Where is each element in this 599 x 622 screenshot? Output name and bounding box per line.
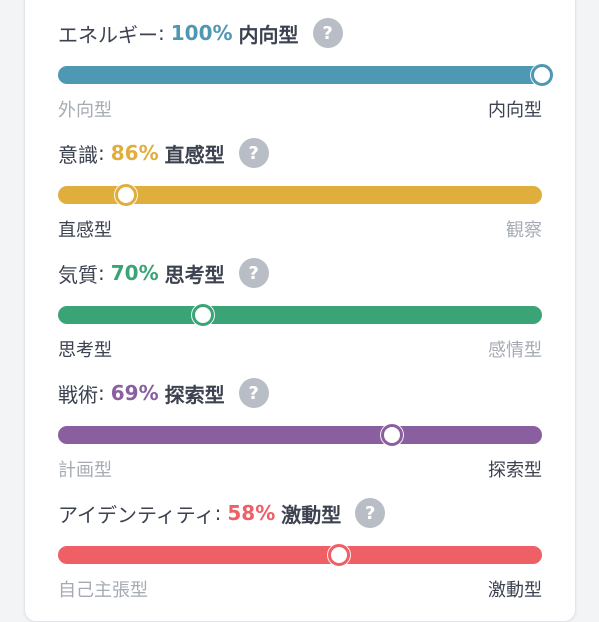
trait-bar bbox=[58, 186, 542, 204]
trait-bar bbox=[58, 546, 542, 564]
trait-slider-knob[interactable] bbox=[531, 64, 553, 86]
trait-label: アイデンティティ bbox=[58, 502, 215, 527]
trait-title: アイデンティティ : 58% 激動型 ? bbox=[58, 498, 386, 528]
trait-title: 戦術 : 69% 探索型 ? bbox=[58, 378, 269, 408]
trait-percent: 100% bbox=[170, 21, 233, 45]
trait-percent: 86% bbox=[110, 141, 159, 165]
trait-title: 意識 : 86% 直感型 ? bbox=[58, 138, 269, 168]
help-icon[interactable]: ? bbox=[312, 18, 343, 48]
right-pole-label: 激動型 bbox=[488, 580, 542, 601]
right-pole-label: 感情型 bbox=[488, 340, 542, 361]
help-icon[interactable]: ? bbox=[238, 258, 269, 288]
help-icon[interactable]: ? bbox=[238, 138, 269, 168]
trait-bar bbox=[58, 306, 542, 324]
help-icon[interactable]: ? bbox=[355, 498, 386, 528]
right-pole-label: 観察 bbox=[506, 220, 542, 241]
trait-colon: : bbox=[158, 21, 165, 45]
trait-slider-knob[interactable] bbox=[380, 424, 403, 446]
trait-type: 思考型 bbox=[164, 262, 225, 287]
trait-nature: 気質 : 70% 思考型 ? 思考型 感情型 bbox=[58, 258, 542, 368]
trait-slider-knob[interactable] bbox=[192, 304, 215, 326]
trait-title: エネルギー : 100% 内向型 ? bbox=[58, 18, 343, 48]
right-pole-label: 内向型 bbox=[488, 100, 542, 121]
left-pole-label: 自己主張型 bbox=[58, 580, 148, 601]
trait-bar bbox=[58, 426, 542, 444]
trait-tactics: 戦術 : 69% 探索型 ? 計画型 探索型 bbox=[58, 378, 542, 488]
trait-slider-knob[interactable] bbox=[327, 544, 350, 566]
right-pole-label: 探索型 bbox=[488, 460, 542, 481]
trait-colon: : bbox=[98, 141, 105, 165]
trait-type: 内向型 bbox=[238, 22, 299, 47]
trait-percent: 58% bbox=[227, 501, 276, 525]
trait-percent: 70% bbox=[110, 261, 159, 285]
trait-slider-knob[interactable] bbox=[114, 184, 137, 206]
trait-bar bbox=[58, 66, 542, 84]
trait-colon: : bbox=[98, 381, 105, 405]
trait-type: 直感型 bbox=[164, 142, 225, 167]
trait-identity: アイデンティティ : 58% 激動型 ? 自己主張型 激動型 bbox=[58, 498, 542, 608]
trait-title: 気質 : 70% 思考型 ? bbox=[58, 258, 269, 288]
trait-colon: : bbox=[214, 501, 222, 525]
left-pole-label: 外向型 bbox=[58, 100, 112, 121]
trait-colon: : bbox=[98, 261, 105, 285]
help-icon[interactable]: ? bbox=[238, 378, 269, 408]
trait-energy: エネルギー : 100% 内向型 ? 外向型 内向型 bbox=[58, 18, 553, 128]
trait-mind: 意識 : 86% 直感型 ? 直感型 観察 bbox=[58, 138, 542, 248]
left-pole-label: 計画型 bbox=[58, 460, 112, 481]
trait-type: 探索型 bbox=[164, 382, 225, 407]
trait-label: エネルギー bbox=[58, 22, 158, 47]
trait-label: 気質 bbox=[58, 262, 98, 287]
trait-label: 意識 bbox=[58, 142, 98, 167]
left-pole-label: 直感型 bbox=[58, 220, 112, 241]
trait-percent: 69% bbox=[110, 381, 159, 405]
left-pole-label: 思考型 bbox=[58, 340, 112, 361]
trait-label: 戦術 bbox=[58, 382, 98, 407]
trait-type: 激動型 bbox=[281, 502, 342, 527]
